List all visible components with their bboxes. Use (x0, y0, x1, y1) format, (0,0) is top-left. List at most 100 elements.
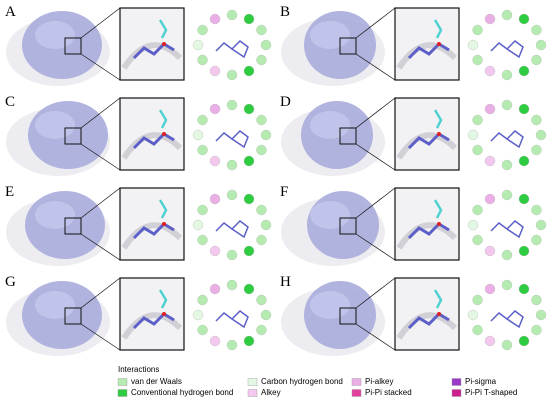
panel-label: H (280, 274, 291, 290)
residue-node (472, 144, 483, 156)
residue-node (197, 24, 208, 36)
legend-swatch (117, 378, 128, 386)
oxygen-atom (437, 132, 441, 136)
residue-node (226, 189, 238, 201)
zoom-connector (355, 277, 396, 309)
zoom-connector (80, 143, 121, 171)
residue-node (256, 24, 267, 36)
protein-surface-highlight (35, 21, 75, 49)
residue-node (243, 65, 255, 77)
residue-node (472, 234, 483, 246)
panel-label: D (280, 94, 291, 110)
oxygen-atom (437, 42, 441, 46)
residue-node (209, 193, 221, 205)
residue-node (226, 159, 238, 171)
legend-label: Pi-sigma (465, 377, 497, 386)
legend-label: Pi-Pi T-shaped (465, 388, 517, 397)
residue-node (243, 245, 255, 257)
legend-swatch (247, 378, 258, 386)
legend-swatch (351, 378, 362, 386)
residue-sticks (433, 289, 443, 309)
zoom-connector (355, 7, 396, 39)
ribbon (121, 222, 183, 250)
residue-node (197, 144, 208, 156)
residue-node (192, 129, 204, 141)
zoom-connector (80, 53, 121, 81)
residue-node (472, 114, 483, 126)
residue-node (197, 114, 208, 126)
panel-label: E (5, 184, 14, 200)
protein-surface-highlight (35, 201, 75, 229)
residue-node (243, 155, 255, 167)
ligand-2d (490, 130, 524, 149)
zoom-connector (355, 233, 396, 261)
residue-node (535, 309, 547, 321)
protein-surface-highlight (310, 21, 350, 49)
residue-node (226, 99, 238, 111)
residue-node (209, 103, 221, 115)
ligand-sticks (407, 222, 450, 240)
residue-node (243, 103, 255, 115)
residue-node (209, 245, 221, 257)
ligand-sticks (132, 312, 175, 330)
residue-node (209, 155, 221, 167)
protein-surface-highlight (310, 291, 350, 319)
legend-label: Conventional hydrogen bond (131, 388, 233, 397)
residue-node (518, 155, 530, 167)
ligand-sticks (132, 132, 175, 150)
legend-label: Alkey (261, 388, 281, 397)
residue-node (484, 103, 496, 115)
residue-node (192, 219, 204, 231)
zoom-connector (80, 323, 121, 351)
panel-label: B (280, 4, 290, 20)
residue-node (531, 144, 542, 156)
residue-node (518, 335, 530, 347)
residue-node (256, 234, 267, 246)
residue-node (484, 13, 496, 25)
residue-node (192, 309, 204, 321)
residue-node (256, 54, 267, 66)
zoom-connector (355, 97, 396, 129)
residue-node (531, 204, 542, 216)
ligand-2d (490, 40, 524, 59)
panel: E (5, 184, 272, 266)
ligand-sticks (132, 42, 175, 60)
selection-box (64, 37, 82, 55)
zoom-connector (355, 187, 396, 219)
selection-box (64, 217, 82, 235)
residue-node (518, 13, 530, 25)
ligand-2d (215, 220, 249, 239)
ligand-sticks (132, 222, 175, 240)
residue-node (243, 335, 255, 347)
residue-node (209, 283, 221, 295)
residue-node (531, 54, 542, 66)
residue-node (260, 219, 272, 231)
residue-node (518, 65, 530, 77)
ligand-2d (490, 220, 524, 239)
residue-node (256, 144, 267, 156)
legend-swatch (451, 378, 462, 386)
panel: H (280, 274, 547, 356)
residue-node (243, 13, 255, 25)
selection-box (64, 127, 82, 145)
ligand-sticks (407, 312, 450, 330)
residue-node (197, 324, 208, 336)
oxygen-atom (162, 222, 166, 226)
ligand-2d (490, 310, 524, 329)
residue-node (226, 9, 238, 21)
residue-node (501, 99, 513, 111)
residue-sticks (433, 199, 443, 219)
legend-swatch (247, 389, 258, 397)
residue-node (484, 245, 496, 257)
legend-label: Pi-Pi stacked (365, 388, 412, 397)
residue-node (260, 129, 272, 141)
residue-sticks (158, 199, 168, 219)
selection-box (339, 37, 357, 55)
oxygen-atom (437, 222, 441, 226)
selection-box (64, 307, 82, 325)
ligand-2d (215, 310, 249, 329)
protein-surface-highlight (310, 201, 350, 229)
ribbon (396, 132, 458, 160)
residue-node (501, 9, 513, 21)
